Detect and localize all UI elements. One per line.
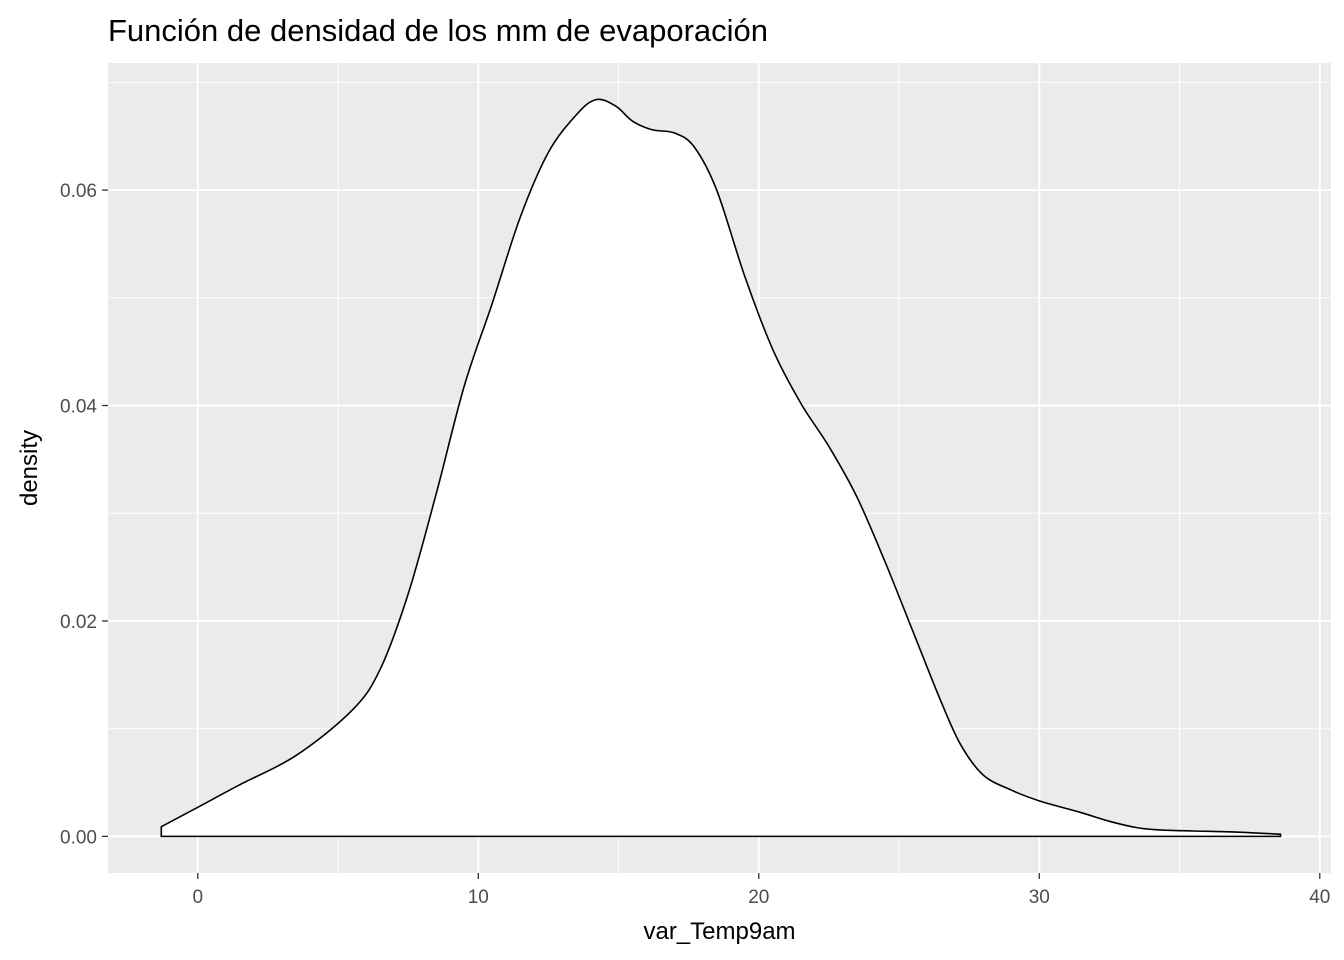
y-tick-label: 0.06 [60,181,97,202]
x-tick-label: 30 [1029,887,1050,908]
x-tick-label: 40 [1309,887,1330,908]
x-axis-title: var_Temp9am [643,918,795,945]
density-area [160,98,1282,838]
x-axis: 0 10 20 30 40 [192,873,1330,908]
x-tick-label: 0 [192,887,203,908]
y-tick-label: 0.04 [60,397,97,418]
x-tick-label: 10 [468,887,489,908]
y-axis: 0.00 0.02 0.04 0.06 [60,181,108,848]
y-axis-title: density [16,430,43,506]
x-tick-label: 20 [748,887,769,908]
y-tick-label: 0.00 [60,827,97,848]
chart-title: Función de densidad de los mm de evapora… [108,13,768,48]
y-tick-label: 0.02 [60,612,97,633]
